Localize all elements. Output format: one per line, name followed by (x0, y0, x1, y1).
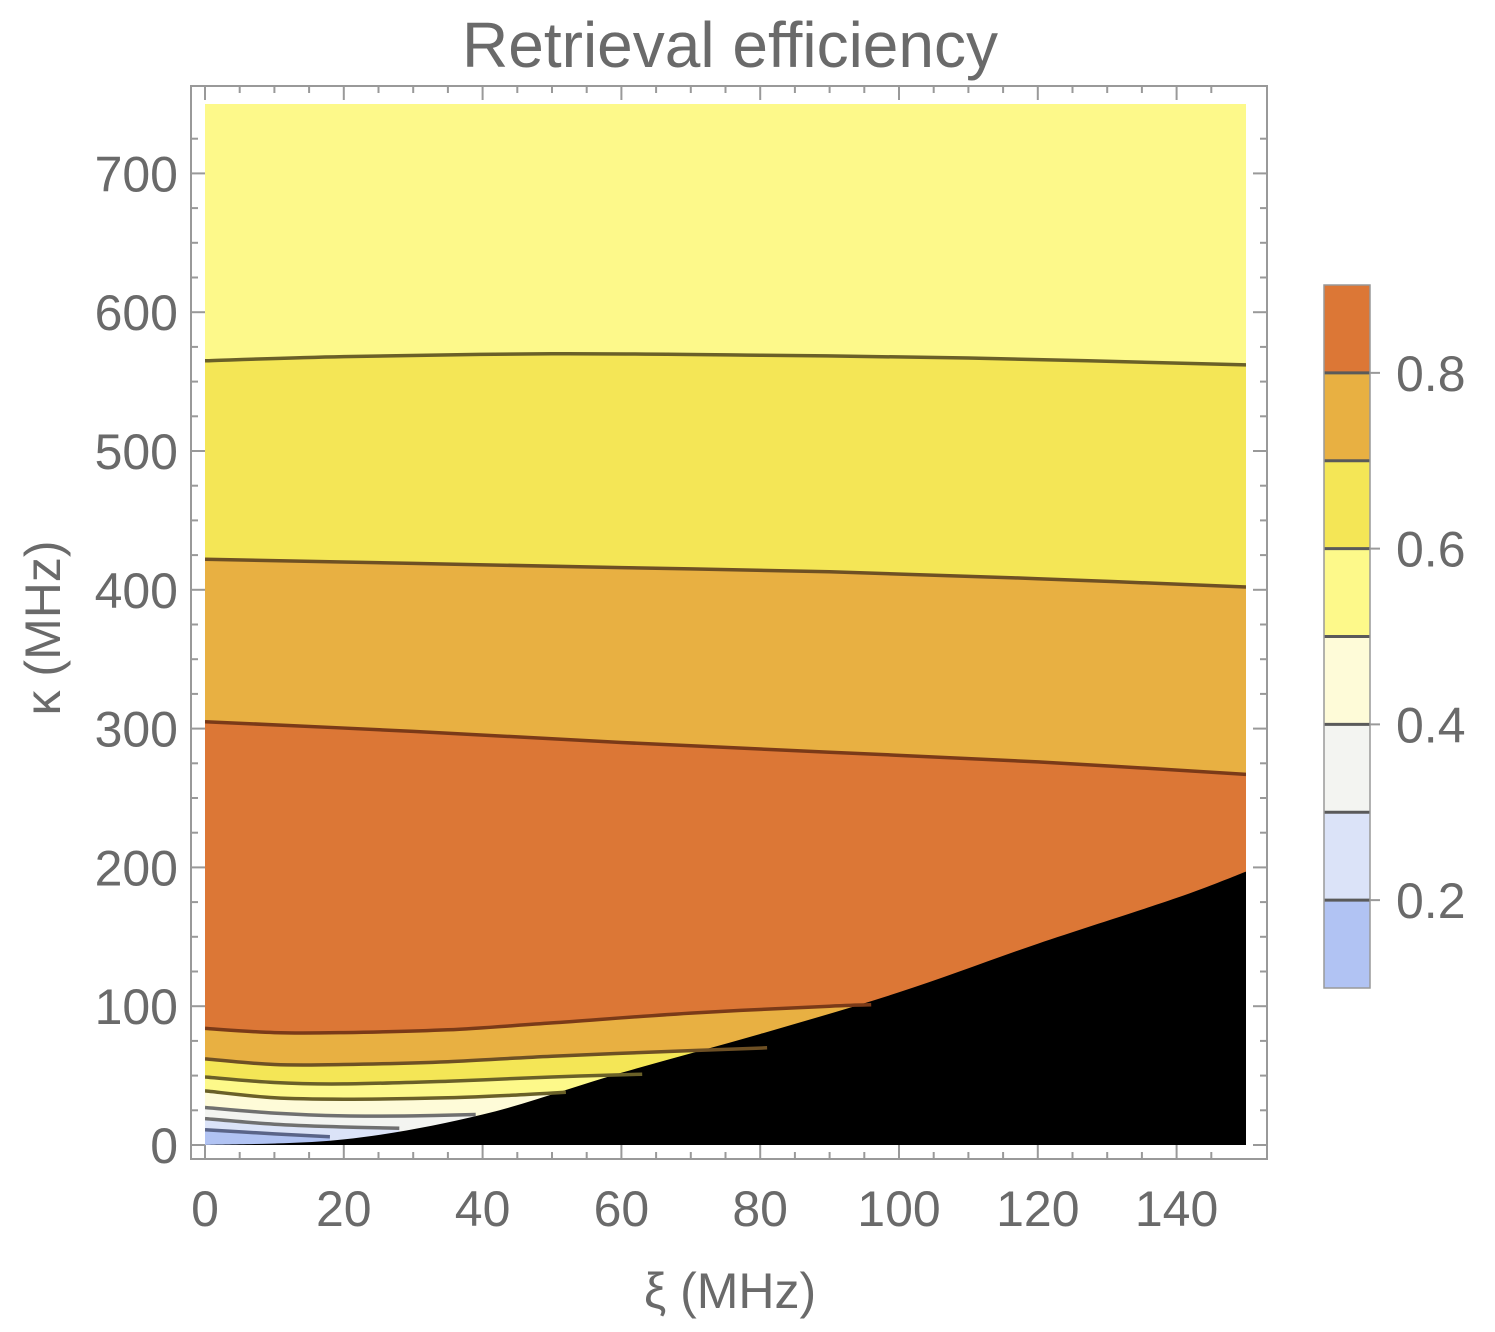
colorbar-tick-label: 0.8 (1396, 346, 1466, 402)
y-tick-label: 100 (95, 979, 178, 1035)
colorbar-tick-label: 0.4 (1396, 697, 1466, 753)
chart-title: Retrieval efficiency (462, 9, 998, 81)
plot-area: 0 20 40 60 80 100 120 140 0 100 200 300 400 500 600 700 (95, 85, 1268, 1237)
colorbar-band (1324, 460, 1370, 550)
contour-line-0.3 (205, 1116, 400, 1131)
y-tick-label: 400 (95, 563, 178, 619)
x-tick-label: 20 (316, 1181, 372, 1237)
contour-line-0.7 (205, 1046, 768, 1067)
colorbar: 0.2 0.4 0.6 0.8 (1323, 284, 1466, 989)
y-tick-label: 200 (95, 840, 178, 896)
contour-line-0.2 (205, 1127, 330, 1139)
y-tick-label: 300 (95, 702, 178, 758)
colorbar-band (1324, 548, 1370, 637)
contour-line-0.6 (205, 352, 1246, 367)
x-tick-label: 140 (1135, 1181, 1218, 1237)
x-tick-label: 40 (455, 1181, 511, 1237)
colorbar-band (1324, 812, 1370, 901)
x-axis-title: ξ (MHz) (644, 1263, 816, 1319)
contour-line-0.7 (205, 557, 1246, 589)
contour-lines (205, 352, 1246, 1139)
y-tick-label: 500 (95, 424, 178, 480)
y-tick-label: 0 (150, 1118, 178, 1174)
contour-line-0.8 (205, 1003, 872, 1035)
x-tick-label: 60 (594, 1181, 650, 1237)
contour-line-0.6 (205, 1072, 643, 1086)
x-tick-label: 80 (732, 1181, 788, 1237)
colorbar-band (1324, 900, 1370, 989)
colorbar-band (1324, 636, 1370, 725)
x-tick-label: 100 (857, 1181, 940, 1237)
contour-line-0.8 (205, 719, 1246, 777)
colorbar-frame (1323, 284, 1371, 989)
contour-line-0.4 (205, 1105, 476, 1118)
contour-band-low-0.2 (205, 1129, 330, 1145)
colorbar-tick-label: 0.6 (1396, 522, 1466, 578)
axis-ticks: 0 20 40 60 80 100 120 140 0 100 200 300 400 500 600 700 (95, 86, 1267, 1237)
y-tick-label: 700 (95, 146, 178, 202)
colorbar-band (1324, 724, 1370, 813)
y-tick-label: 600 (95, 285, 178, 341)
colorbar-tick-label: 0.2 (1396, 873, 1466, 929)
excluded-region (205, 871, 1246, 1145)
contour-line-0.5 (205, 1089, 566, 1101)
colorbar-band (1324, 285, 1370, 374)
y-axis-title: κ (MHz) (15, 541, 71, 716)
x-tick-label: 0 (191, 1181, 219, 1237)
x-tick-label: 120 (996, 1181, 1079, 1237)
colorbar-band (1324, 372, 1370, 462)
plot-frame (190, 85, 1268, 1160)
contour-fills (205, 104, 1246, 1145)
